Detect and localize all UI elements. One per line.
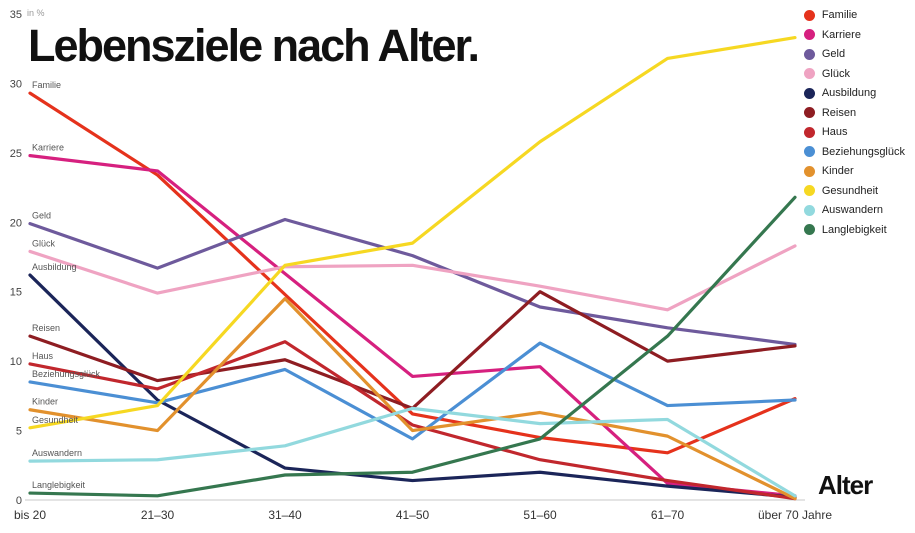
legend: Familie Karriere Geld Glück Ausbildung Reisen… [803, 9, 905, 243]
series-start-label: Beziehungsglück [32, 369, 101, 379]
series-line-ausbildung [28, 273, 797, 499]
legend-dot [803, 146, 815, 157]
series-start-label: Langlebigkeit [32, 480, 86, 490]
series-line-familie [28, 91, 797, 455]
y-tick-label: 20 [10, 217, 22, 229]
y-tick-label: 5 [16, 426, 22, 438]
y-tick-label: 15 [10, 287, 22, 299]
legend-label: Langlebigkeit [821, 223, 887, 236]
x-tick-label: 21–30 [141, 508, 175, 522]
legend-dot [803, 29, 815, 40]
legend-dot [803, 185, 815, 196]
x-tick-label: 31–40 [268, 508, 302, 522]
series-line-auswandern [28, 406, 797, 498]
legend-dot [803, 87, 815, 99]
y-axis-unit-label: in % [27, 8, 45, 18]
series-line-haus [28, 340, 797, 501]
series-start-label: Familie [32, 80, 61, 90]
x-tick-label: bis 20 [14, 508, 46, 522]
legend-label: Kinder [821, 165, 854, 177]
y-tick-label: 30 [10, 78, 22, 90]
legend-item-ausbildung: Ausbildung [803, 87, 905, 99]
legend-dot [803, 48, 815, 60]
series-start-label: Karriere [32, 143, 64, 153]
legend-label: Auswandern [821, 204, 883, 216]
series-start-label: Ausbildung [32, 262, 77, 272]
series-start-label: Kinder [32, 397, 58, 407]
x-tick-label: 61–70 [651, 508, 685, 522]
series-start-label: Haus [32, 351, 54, 361]
series-line-geld [28, 217, 797, 347]
legend-item-familie: Familie [803, 9, 905, 21]
x-tick-label: 51–60 [523, 508, 557, 522]
legend-dot [803, 204, 815, 216]
series-line-gesundheit [28, 36, 797, 430]
series-start-label: Gesundheit [32, 415, 79, 425]
series-start-label: Glück [32, 238, 56, 248]
y-tick-label: 35 [10, 9, 22, 21]
legend-item-kinder: Kinder [803, 165, 905, 177]
series-start-label: Geld [32, 211, 51, 221]
legend-label: Ausbildung [821, 87, 877, 99]
legend-label: Reisen [821, 106, 857, 119]
series-line-karriere [28, 154, 797, 498]
legend-label: Gesundheit [821, 184, 879, 197]
legend-dot [803, 68, 815, 79]
series-line-kinder [28, 297, 797, 501]
x-tick-label: 41–50 [396, 508, 430, 522]
legend-label: Geld [821, 48, 846, 60]
legend-item-geld: Geld [803, 48, 905, 60]
legend-item-haus: Haus [803, 126, 905, 138]
series-start-label: Auswandern [32, 448, 82, 458]
legend-label: Beziehungsglück [821, 145, 905, 158]
legend-label: Karriere [821, 28, 861, 41]
x-tick-label: über 70 Jahre [758, 508, 832, 522]
y-tick-label: 25 [10, 148, 22, 160]
legend-item-langlebigkeit: Langlebigkeit [803, 223, 905, 236]
legend-item-karriere: Karriere [803, 28, 905, 41]
y-tick-label: 10 [10, 356, 22, 368]
legend-item-gesundheit: Gesundheit [803, 184, 905, 197]
legend-item-glueck: Glück [803, 67, 905, 80]
legend-item-reisen: Reisen [803, 106, 905, 119]
series-line-reisen [28, 290, 797, 410]
legend-dot [803, 107, 815, 118]
y-tick-label: 0 [16, 495, 22, 507]
series-line-langlebigkeit [28, 195, 797, 498]
series-line-beziehungsglueck [28, 341, 797, 441]
legend-label: Haus [821, 126, 848, 138]
legend-label: Glück [821, 67, 850, 80]
legend-label: Familie [821, 9, 858, 21]
series-start-label: Reisen [32, 323, 60, 333]
legend-dot [803, 9, 815, 21]
legend-item-beziehungsglueck: Beziehungsglück [803, 145, 905, 158]
x-axis-title: Alter [818, 470, 873, 500]
legend-dot [803, 126, 815, 138]
legend-dot [803, 165, 815, 177]
legend-item-auswandern: Auswandern [803, 204, 905, 216]
chart-title: Lebensziele nach Alter. [28, 20, 480, 71]
series-line-glueck [28, 244, 797, 312]
legend-dot [803, 224, 815, 235]
